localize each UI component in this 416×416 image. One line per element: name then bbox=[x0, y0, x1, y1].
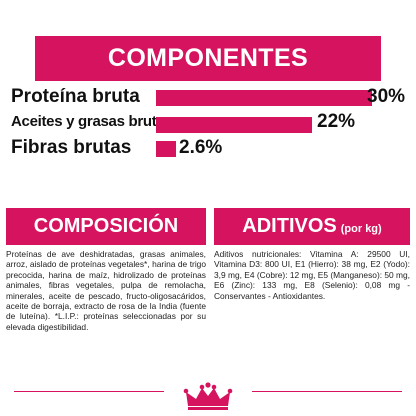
metric-fiber: Fibras brutas 2.6% bbox=[11, 137, 411, 161]
metric-fiber-label: Fibras brutas bbox=[11, 137, 132, 158]
metric-fat-value: 22% bbox=[317, 111, 356, 132]
metric-protein-bar bbox=[156, 90, 372, 106]
additives-text: Aditivos nutricionales: Vitamina A: 2950… bbox=[214, 249, 410, 301]
composition-text: Proteínas de ave deshidratadas, grasas a… bbox=[6, 249, 206, 332]
crown-logo-icon bbox=[183, 382, 233, 410]
footer-divider-right bbox=[252, 391, 402, 392]
metric-fat-label: Aceites y grasas brutos bbox=[11, 113, 174, 130]
metric-protein: Proteína bruta 30% bbox=[11, 86, 411, 110]
metric-fat-bar bbox=[156, 117, 312, 133]
metric-fiber-bar bbox=[156, 141, 176, 157]
metric-protein-value: 30% bbox=[367, 86, 406, 107]
composition-banner: COMPOSICIÓN bbox=[6, 208, 206, 245]
footer-divider-left bbox=[14, 391, 164, 392]
additives-title: ADITIVOS bbox=[242, 215, 337, 237]
metric-protein-label: Proteína bruta bbox=[11, 86, 140, 107]
analytic-components-banner: COMPONENTES ANALÍTICOS bbox=[35, 36, 381, 117]
additives-banner: ADITIVOS (por kg) bbox=[214, 208, 410, 245]
additives-subtitle: (por kg) bbox=[340, 223, 382, 235]
metric-fiber-value: 2.6% bbox=[179, 137, 223, 158]
metric-fat: Aceites y grasas brutos 22% bbox=[11, 111, 411, 135]
